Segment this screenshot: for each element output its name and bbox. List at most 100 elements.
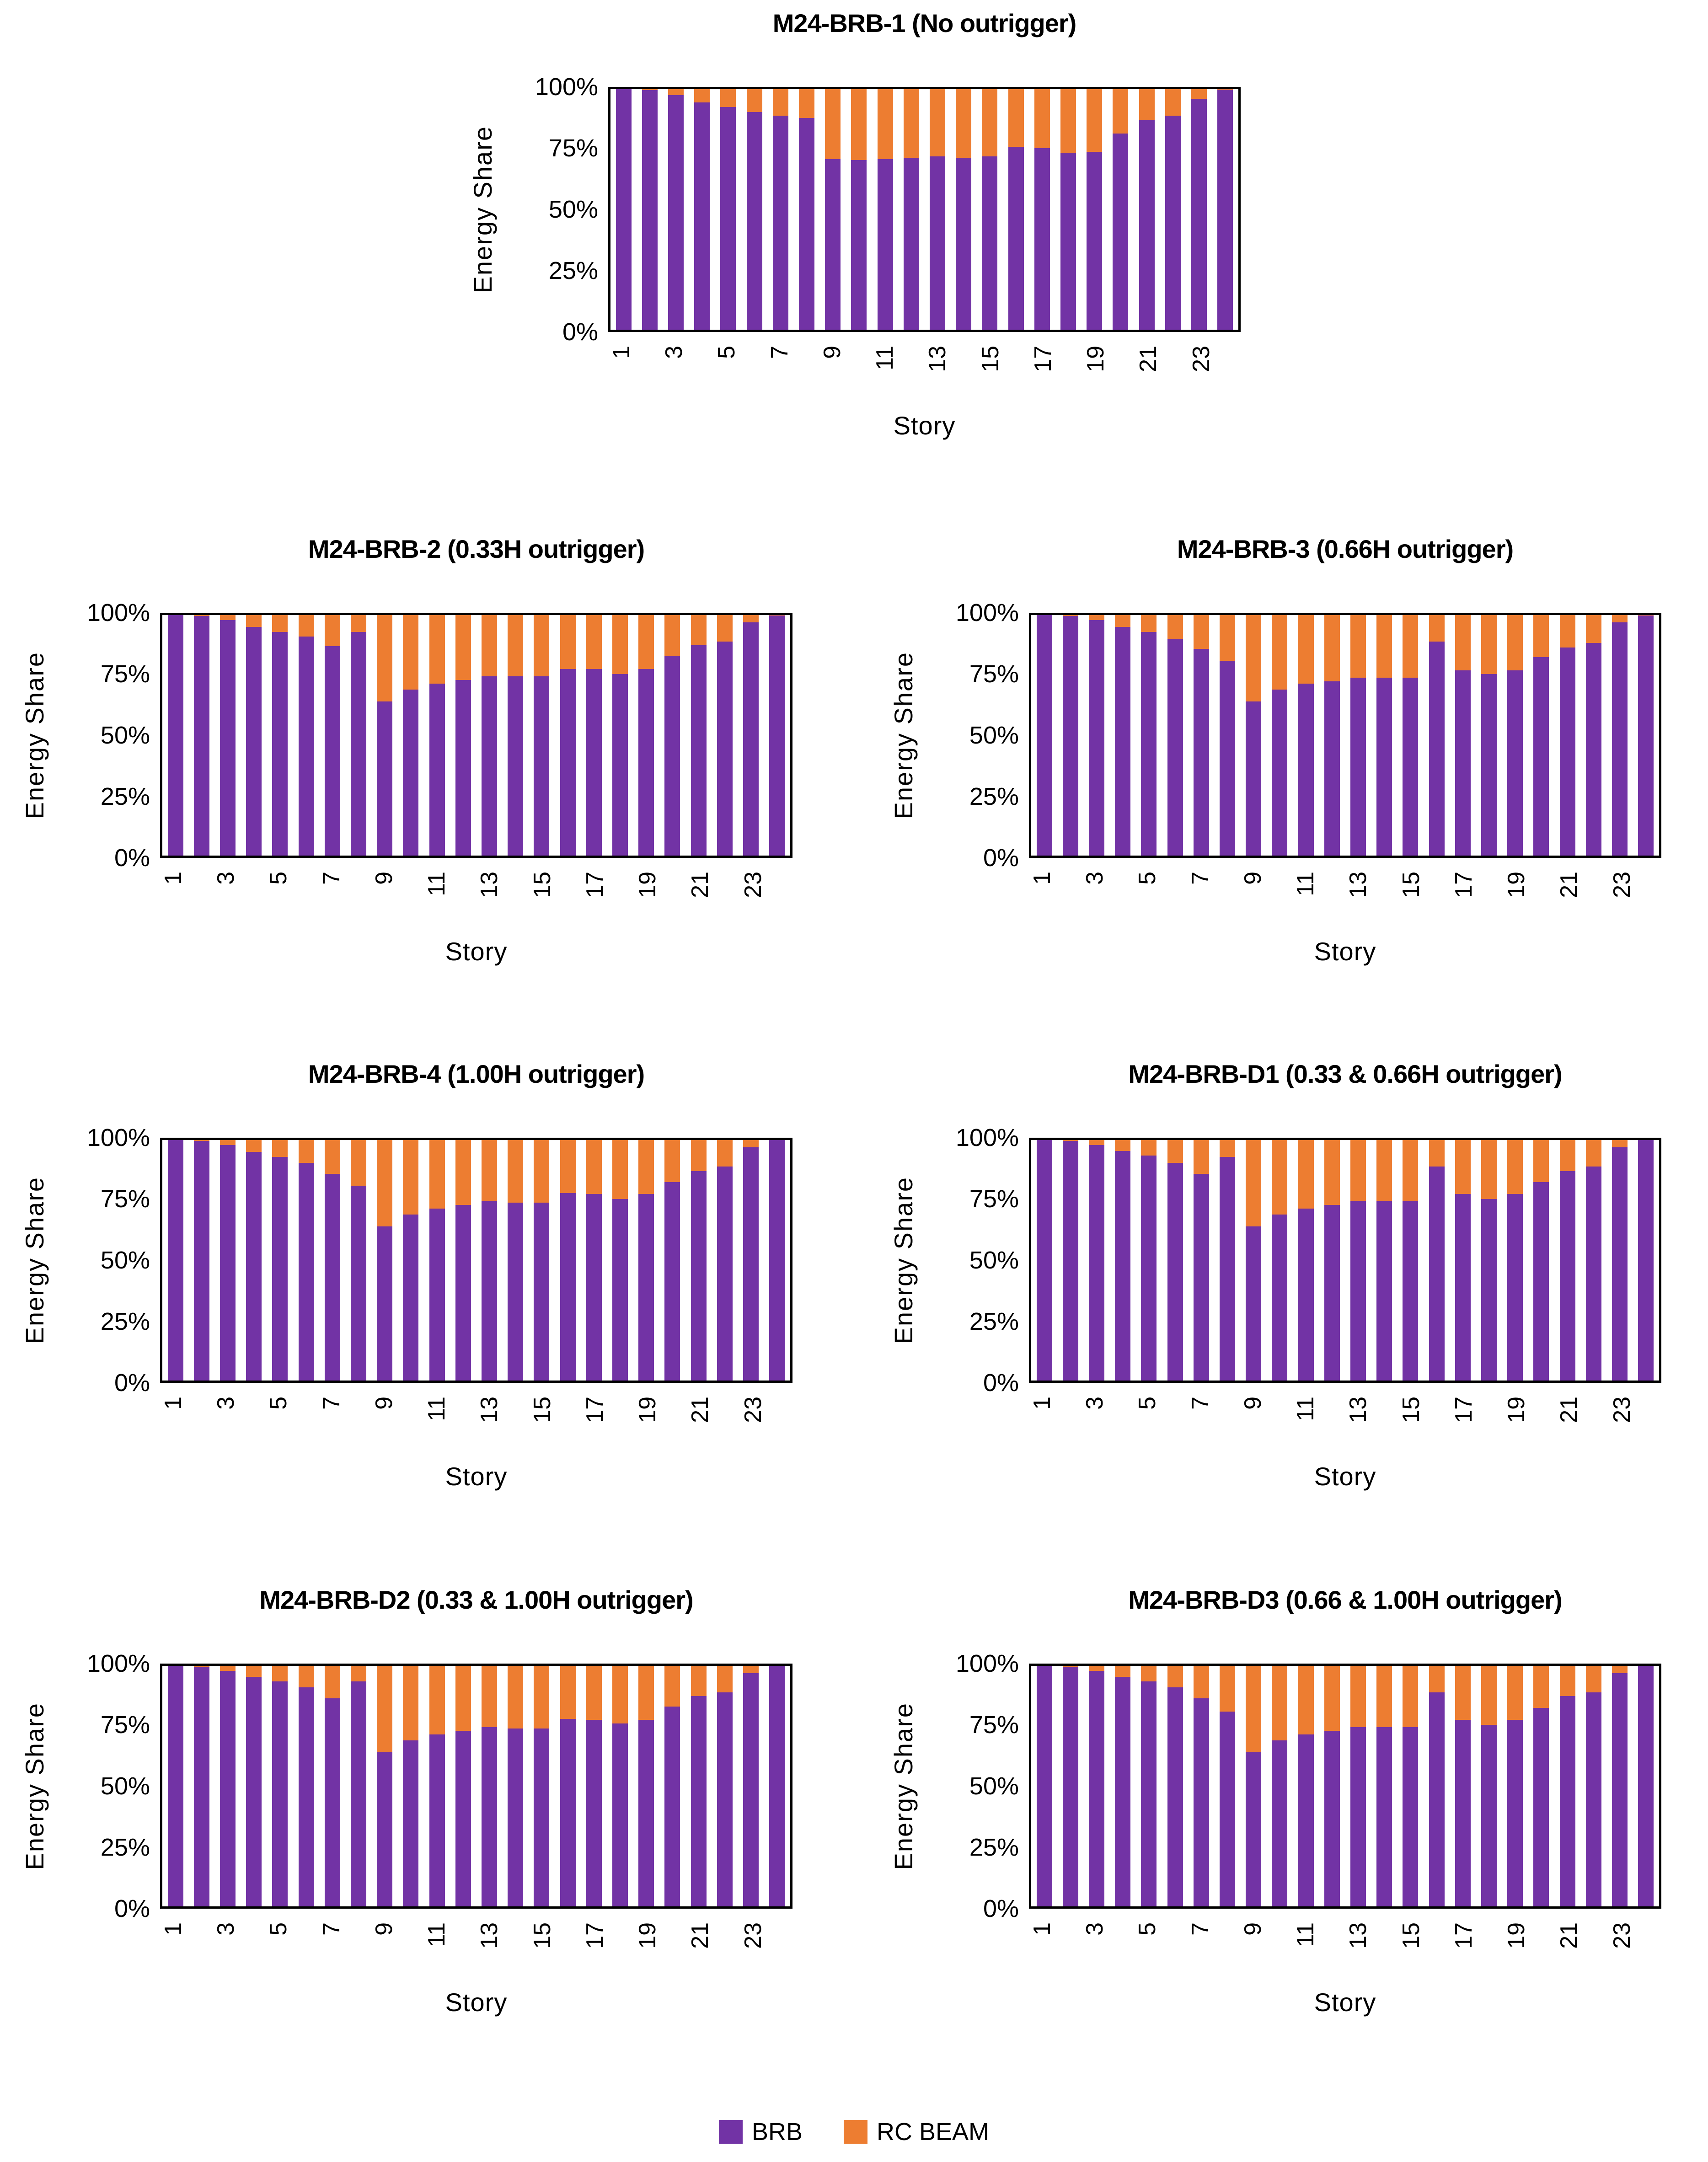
bar-segment-rc-beam <box>403 1140 419 1215</box>
stacked-bar-story-5 <box>272 1140 288 1381</box>
bar-segment-rc-beam <box>272 1140 288 1157</box>
legend-item-brb: BRB <box>718 2118 803 2146</box>
bar-slot-story-21 <box>685 1666 712 1906</box>
bar-slot-story-24 <box>1633 615 1659 856</box>
bar-slot-story-5 <box>267 1140 293 1381</box>
bar-segment-brb <box>743 1673 759 1906</box>
x-axis-title: Story <box>445 1462 508 1491</box>
x-tick-cell-story-11: 11 <box>1292 858 1319 936</box>
stacked-bar-story-22 <box>717 615 733 856</box>
bar-slot-story-18 <box>1055 89 1081 330</box>
stacked-bar-story-18 <box>612 615 628 856</box>
x-tick-cell-story-1: 1 <box>608 332 635 410</box>
x-axis-tick-label: 3 <box>213 1397 240 1410</box>
bar-slot-story-9 <box>1241 1140 1267 1381</box>
bar-segment-rc-beam <box>825 89 841 159</box>
x-axis-tick-label: 7 <box>766 346 793 359</box>
bar-segment-rc-beam <box>1272 615 1288 690</box>
bar-segment-rc-beam <box>1403 1140 1419 1202</box>
bar-segment-rc-beam <box>272 615 288 632</box>
x-tick-cell-story-14 <box>1371 1383 1398 1461</box>
stacked-bar-story-19 <box>1507 1666 1523 1906</box>
bar-slot-story-22 <box>1160 89 1186 330</box>
x-axis-tick-row: 1 3 5 7 9 11 13 15 17 19 21 23 <box>160 1909 792 1986</box>
bar-segment-brb <box>1455 670 1471 856</box>
x-tick-cell-story-17: 17 <box>1030 332 1056 410</box>
bar-slot-story-5 <box>267 615 293 856</box>
y-axis-tick-label: 25% <box>969 783 1019 810</box>
stacked-bar-story-15 <box>534 1140 550 1381</box>
bar-segment-rc-beam <box>560 1666 576 1719</box>
bar-segment-brb <box>403 1740 419 1906</box>
bar-slot-story-1 <box>162 1140 188 1381</box>
x-axis-tick-row: 1 3 5 7 9 11 13 15 17 19 21 23 <box>1029 1383 1661 1461</box>
bar-segment-brb <box>691 645 707 856</box>
stacked-bar-story-17 <box>1455 1140 1471 1381</box>
plot-area <box>1029 1138 1661 1383</box>
bar-segment-rc-beam <box>455 1140 471 1205</box>
x-axis-tick-label: 9 <box>370 1397 397 1410</box>
bar-segment-rc-beam <box>324 615 340 647</box>
bar-slot-story-5 <box>715 89 741 330</box>
x-tick-cell-story-24 <box>766 1909 792 1986</box>
bar-segment-brb <box>1113 134 1129 330</box>
bar-segment-brb <box>1507 1194 1523 1381</box>
bar-segment-brb <box>1139 120 1155 330</box>
bar-slot-story-7 <box>319 1140 345 1381</box>
stacked-bar-story-10 <box>1272 1140 1288 1381</box>
bar-segment-rc-beam <box>1089 615 1104 620</box>
bar-segment-rc-beam <box>534 615 550 677</box>
y-axis-tick-label: 100% <box>955 1124 1019 1151</box>
x-axis-tick-label: 19 <box>634 1397 661 1423</box>
x-tick-cell-story-13: 13 <box>1345 858 1371 936</box>
bar-segment-rc-beam <box>1324 615 1340 681</box>
x-axis-tick-label: 17 <box>1029 346 1056 372</box>
bar-segment-brb <box>560 1193 576 1381</box>
x-axis-tick-label: 23 <box>739 872 766 898</box>
bar-segment-brb <box>272 631 288 856</box>
bar-segment-rc-beam <box>1376 615 1392 678</box>
x-tick-cell-story-21: 21 <box>1556 1383 1583 1461</box>
bar-slot-story-10 <box>398 615 424 856</box>
stacked-bar-story-13 <box>1350 1140 1366 1381</box>
stacked-bar-story-15 <box>1403 1140 1419 1381</box>
bar-slot-story-11 <box>1293 1140 1319 1381</box>
x-tick-cell-story-5: 5 <box>1134 1909 1161 1986</box>
x-axis-tick-label: 21 <box>687 1922 714 1949</box>
x-tick-cell-story-11: 11 <box>1292 1909 1319 1986</box>
stacked-bar-story-11 <box>429 615 445 856</box>
y-axis-tick-label: 75% <box>100 1185 150 1213</box>
bar-segment-rc-beam <box>560 615 576 669</box>
x-axis-tick-label: 17 <box>1450 1397 1477 1423</box>
stacked-bar-story-5 <box>1141 1140 1157 1381</box>
x-axis-tick-label: 21 <box>1135 346 1162 372</box>
y-axis-tick-label: 50% <box>548 196 598 223</box>
x-tick-cell-story-13: 13 <box>476 1909 503 1986</box>
stacked-bar-story-20 <box>664 615 680 856</box>
x-tick-cell-story-6 <box>740 332 766 410</box>
bar-slot-story-6 <box>1162 1140 1188 1381</box>
bar-segment-brb <box>1612 1673 1628 1906</box>
x-axis-tick-label: 5 <box>265 872 292 885</box>
stacked-bar-story-12 <box>1324 1140 1340 1381</box>
chart-title: M24-BRB-4 (1.00H outrigger) <box>308 1060 645 1088</box>
x-axis-title: Story <box>1314 1462 1376 1491</box>
stacked-bar-story-1 <box>1036 1140 1052 1381</box>
bar-segment-brb <box>717 1692 733 1906</box>
x-axis-tick-label: 21 <box>1556 1397 1583 1423</box>
x-tick-cell-story-7: 7 <box>318 1909 345 1986</box>
bar-segment-rc-beam <box>560 1140 576 1193</box>
bar-segment-rc-beam <box>298 1140 314 1163</box>
stacked-bar-story-10 <box>403 1140 419 1381</box>
bar-slot-story-19 <box>633 1666 659 1906</box>
bar-segment-rc-beam <box>324 1140 340 1174</box>
y-axis-tick-label: 0% <box>983 1895 1019 1922</box>
bar-segment-brb <box>482 1727 498 1906</box>
bar-slot-story-9 <box>372 1666 398 1906</box>
bar-slot-story-17 <box>581 1666 607 1906</box>
stacked-bar-story-7 <box>1193 1666 1209 1906</box>
bar-segment-brb <box>1141 1681 1157 1906</box>
x-tick-cell-story-4 <box>239 858 266 936</box>
stacked-bar-story-6 <box>298 615 314 856</box>
bar-segment-rc-beam <box>1220 615 1236 661</box>
